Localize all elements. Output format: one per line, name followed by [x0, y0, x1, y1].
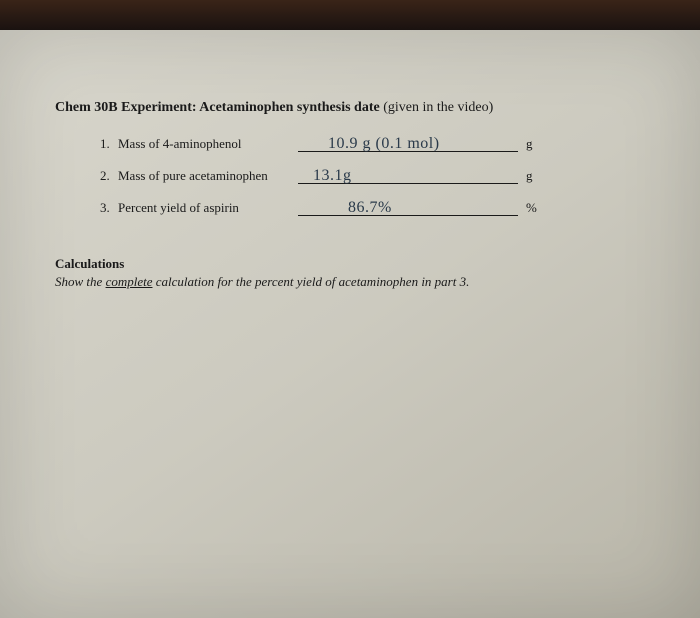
- worksheet-paper: Chem 30B Experiment: Acetaminophen synth…: [0, 30, 700, 618]
- item-label: Percent yield of aspirin: [118, 200, 298, 216]
- item-row-2: 2. Mass of pure acetaminophen 13.1g g: [100, 162, 650, 184]
- item-number: 3.: [100, 200, 118, 216]
- item-label: Mass of pure acetaminophen: [118, 168, 298, 184]
- instruction-pre: Show the: [55, 274, 106, 289]
- item-label: Mass of 4-aminophenol: [118, 136, 298, 152]
- worksheet-title: Chem 30B Experiment: Acetaminophen synth…: [55, 100, 650, 116]
- calculations-instruction: Show the complete calculation for the pe…: [55, 274, 650, 290]
- background-strip: [0, 0, 700, 30]
- item-row-3: 3. Percent yield of aspirin 86.7% %: [100, 194, 650, 216]
- calculations-section: Calculations Show the complete calculati…: [55, 256, 650, 290]
- calculations-heading: Calculations: [55, 256, 650, 272]
- answer-blank: 10.9 g (0.1 mol): [298, 130, 518, 152]
- answer-blank: 86.7%: [298, 194, 518, 216]
- unit-label: g: [526, 168, 533, 184]
- title-bold: Chem 30B Experiment: Acetaminophen synth…: [55, 100, 380, 115]
- answer-blank: 13.1g: [298, 162, 518, 184]
- title-rest: (given in the video): [380, 100, 494, 115]
- item-row-1: 1. Mass of 4-aminophenol 10.9 g (0.1 mol…: [100, 130, 650, 152]
- instruction-post: calculation for the percent yield of ace…: [152, 274, 469, 289]
- handwritten-answer: 13.1g: [313, 167, 352, 185]
- item-number: 2.: [100, 168, 118, 184]
- instruction-underline: complete: [106, 274, 153, 289]
- handwritten-answer: 10.9 g (0.1 mol): [328, 135, 440, 153]
- unit-label: %: [526, 200, 537, 216]
- handwritten-answer: 86.7%: [348, 199, 392, 217]
- item-number: 1.: [100, 136, 118, 152]
- unit-label: g: [526, 136, 533, 152]
